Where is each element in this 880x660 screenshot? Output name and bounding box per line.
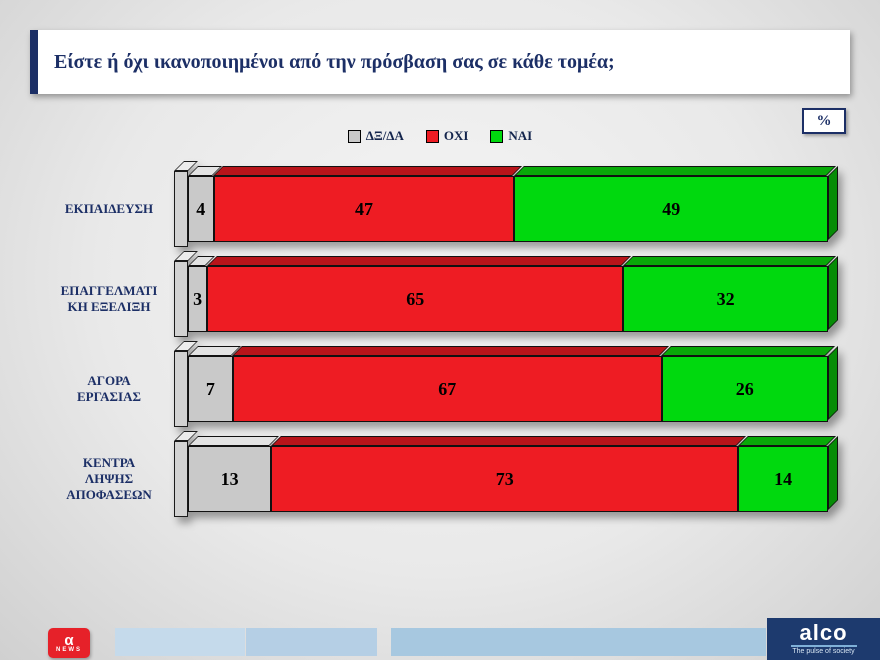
segment-dx-da: 3 [187,255,215,332]
segment-dx-da: 7 [187,345,241,422]
axis-wall [173,430,198,517]
axis-wall [173,250,198,337]
segment-value: 67 [438,378,457,399]
segment-side-face [828,165,839,240]
bar-3: 7 67 26 [173,340,839,427]
segment-top-face [206,255,631,266]
segment-oxi: 65 [206,255,631,332]
legend-label-nai: ΝΑΙ [508,128,533,143]
legend-label-dx-da: ΔΞ/ΔΑ [365,128,404,143]
segment-value: 3 [193,288,203,309]
legend-item-nai: ΝΑΙ [490,128,532,144]
segment-value: 73 [495,468,514,489]
segment-dx-da: 13 [187,435,279,512]
segment-oxi: 67 [232,345,670,422]
category-label: ΚΕΝΤΡΑ ΛΗΨΗΣ ΑΠΟΦΑΣΕΩΝ [66,454,152,503]
segment-value: 32 [716,288,735,309]
segment-side-face [828,345,839,420]
segment-nai: 26 [661,345,839,422]
segment-value: 49 [662,198,681,219]
alpha-news-logo: α NEWS [48,628,90,658]
bar-1: 4 47 49 [173,160,839,247]
segment-nai: 32 [622,255,839,332]
segment-nai: 14 [737,435,839,512]
chart-row-1: ΕΚΠΑΙΔΕΥΣΗ 4 47 49 [48,160,848,247]
segment-value: 14 [774,468,793,489]
segment-value: 26 [735,378,754,399]
legend-swatch-oxi [425,129,439,143]
segment-oxi: 73 [270,435,746,512]
segment-top-face [187,435,279,446]
legend-swatch-nai [490,129,504,143]
category-label: ΕΚΠΑΙΔΕΥΣΗ [64,200,154,216]
segment-value: 47 [354,198,373,219]
stacked-bar-chart: ΕΚΠΑΙΔΕΥΣΗ 4 47 49 ΕΠΑΓΓΕΛΜΑΤΙ ΚΗ ΕΞΕΛΙΞΗ 3 65… [48,160,848,536]
legend-item-oxi: ΟΧΙ [425,128,469,144]
segment-top-face [213,165,522,176]
segment-value: 13 [220,468,239,489]
segment-top-face [232,345,670,356]
footer-strip-3 [391,628,766,656]
segment-nai: 49 [513,165,839,242]
segment-oxi: 47 [213,165,522,242]
bar-4: 13 73 14 [173,430,839,517]
segment-value: 65 [406,288,425,309]
alco-logo: alco The pulse of society [767,618,880,660]
footer-strip-2 [246,628,377,656]
segment-side-face [828,255,839,330]
title-accent-bar [30,30,38,94]
legend-label-oxi: ΟΧΙ [443,128,469,143]
percent-badge: % [802,108,846,134]
category-label: ΕΠΑΓΓΕΛΜΑΤΙ ΚΗ ΕΞΕΛΙΞΗ [60,282,158,314]
alco-logo-text: alco [799,620,848,645]
alpha-logo-news-text: NEWS [56,646,82,653]
chart-row-2: ΕΠΑΓΓΕΛΜΑΤΙ ΚΗ ΕΞΕΛΙΞΗ 3 65 32 [48,250,848,337]
segment-top-face [622,255,836,266]
axis-wall [173,160,198,247]
segment-top-face [661,345,836,356]
title-bar: Είστε ή όχι ικανοποιημένοι από την πρόσβ… [30,30,850,94]
chart-legend: ΔΞ/ΔΑ ΟΧΙ ΝΑΙ [0,128,880,144]
segment-side-face [828,435,839,510]
footer-strip-1 [115,628,245,656]
segment-value: 4 [196,198,206,219]
legend-swatch-dx-da [347,129,361,143]
segment-top-face [270,435,746,446]
alco-logo-underline [790,645,857,647]
alco-tagline: The pulse of society [792,648,855,655]
segment-top-face [513,165,836,176]
segment-dx-da: 4 [187,165,222,242]
alpha-logo-symbol: α [64,631,74,649]
segment-value: 7 [205,378,215,399]
bar-2: 3 65 32 [173,250,839,337]
chart-row-3: ΑΓΟΡΑ ΕΡΓΑΣΙΑΣ 7 67 26 [48,340,848,427]
legend-item-dx-da: ΔΞ/ΔΑ [347,128,404,144]
axis-wall [173,340,198,427]
segment-top-face [737,435,836,446]
chart-title: Είστε ή όχι ικανοποιημένοι από την πρόσβ… [54,50,615,73]
category-label: ΑΓΟΡΑ ΕΡΓΑΣΙΑΣ [76,372,141,404]
chart-row-4: ΚΕΝΤΡΑ ΛΗΨΗΣ ΑΠΟΦΑΣΕΩΝ 13 73 14 [48,430,848,517]
